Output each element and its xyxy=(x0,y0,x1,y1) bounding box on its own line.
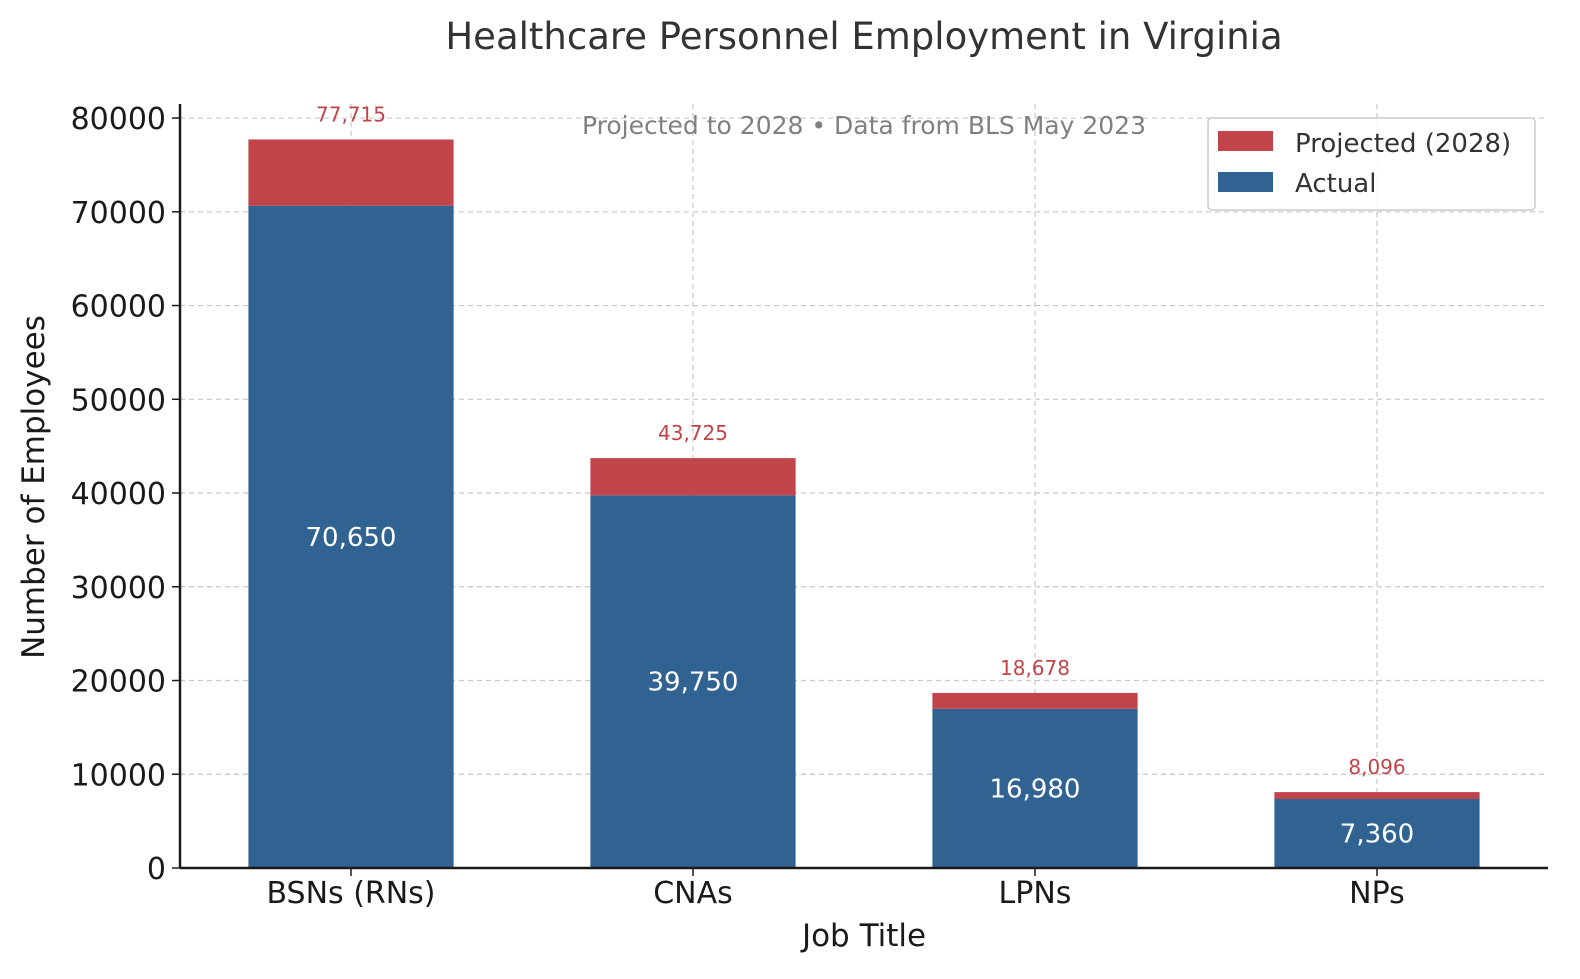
data-label-projected-bsns-rns: 77,715 xyxy=(316,102,386,126)
bar-actual-cnas xyxy=(590,495,796,868)
bar-actual-lpns xyxy=(932,708,1138,868)
chart-subtitle: Projected to 2028 • Data from BLS May 20… xyxy=(582,111,1146,140)
data-label-actual-lpns: 16,980 xyxy=(990,774,1081,804)
x-tick-label-bsns-rns: BSNs (RNs) xyxy=(266,876,435,911)
y-tick-label: 70000 xyxy=(71,196,166,231)
chart-title: Healthcare Personnel Employment in Virgi… xyxy=(445,15,1282,58)
bar-projected-lpns xyxy=(932,692,1138,709)
bar-projected-cnas xyxy=(590,458,796,496)
bar-projected-nps xyxy=(1274,792,1480,800)
data-label-projected-lpns: 18,678 xyxy=(1000,656,1070,680)
y-tick-label: 30000 xyxy=(71,571,166,606)
y-tick-label: 20000 xyxy=(71,665,166,700)
data-label-actual-cnas: 39,750 xyxy=(648,668,739,698)
bar-projected-bsns-rns xyxy=(248,139,454,206)
axes xyxy=(178,104,1548,870)
y-axis-label: Number of Employees xyxy=(16,315,52,659)
data-label-actual-bsns-rns: 70,650 xyxy=(306,523,397,553)
y-tick-label: 40000 xyxy=(71,477,166,512)
y-tick-label: 80000 xyxy=(71,102,166,137)
y-tick-label: 50000 xyxy=(71,383,166,418)
y-tick-label: 0 xyxy=(147,852,166,887)
x-tick-label-nps: NPs xyxy=(1349,876,1405,911)
data-label-projected-nps: 8,096 xyxy=(1348,755,1405,779)
y-axis-ticks: 0 10000 20000 30000 40000 50000 60000 70000 8000… xyxy=(71,102,180,887)
data-labels: 70,650 77,715 39,750 43,725 16,980 18,678 7,36… xyxy=(306,102,1415,849)
y-tick-label: 60000 xyxy=(71,290,166,325)
legend-frame xyxy=(1207,117,1536,211)
bar-actual-nps xyxy=(1274,799,1480,868)
y-tick-label: 10000 xyxy=(71,758,166,793)
x-tick-label-lpns: LPNs xyxy=(999,876,1072,911)
x-tick-label-cnas: CNAs xyxy=(653,876,733,911)
x-axis-ticks: BSNs (RNs) CNAs LPNs NPs xyxy=(266,868,1405,911)
data-label-projected-cnas: 43,725 xyxy=(658,421,728,445)
data-label-actual-nps: 7,360 xyxy=(1340,820,1414,850)
legend-label-projected: Projected (2028) xyxy=(1295,129,1511,159)
bar-actual-bsns-rns xyxy=(248,205,454,868)
legend-swatch-actual xyxy=(1218,172,1273,192)
x-axis-label: Job Title xyxy=(800,918,926,954)
legend-label-actual: Actual xyxy=(1295,169,1376,199)
legend-swatch-projected xyxy=(1218,131,1273,151)
legend: Projected (2028) Actual xyxy=(1207,117,1536,211)
bars xyxy=(248,139,1480,868)
